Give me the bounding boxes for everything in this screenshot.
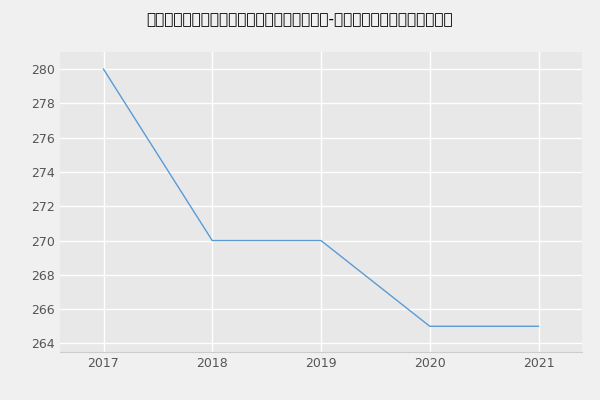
Text: 西安电子科技大学通信工程学院军队指挥学（-历年复试）研究生录取分数线: 西安电子科技大学通信工程学院军队指挥学（-历年复试）研究生录取分数线 <box>146 12 454 27</box>
